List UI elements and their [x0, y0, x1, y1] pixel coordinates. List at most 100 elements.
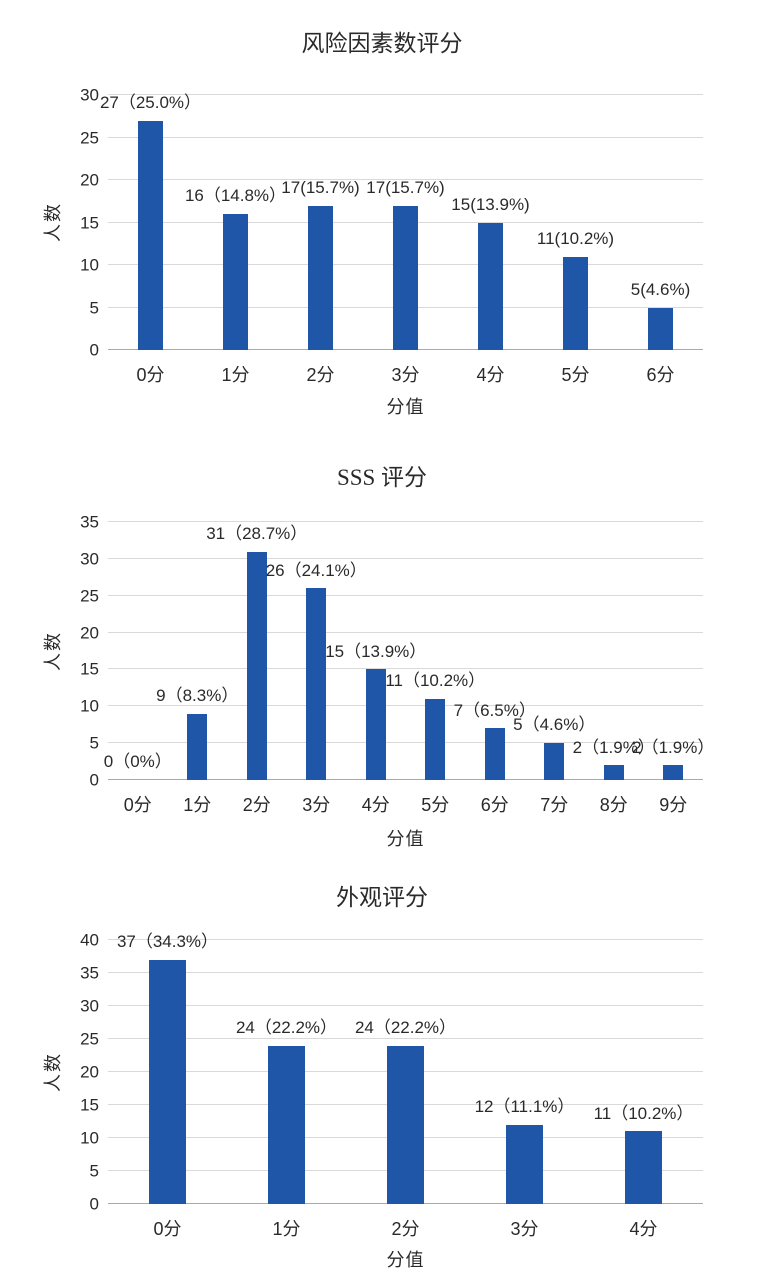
x-tick-label: 2分 [242, 795, 271, 815]
x-tick-label: 5分 [421, 795, 450, 815]
gridline [108, 1038, 703, 1039]
risk-factor-score-chart: 风险因素数评分 人数 0 5 10 15 20 25 30 27（25.0%） 0分 16（14.… [0, 0, 764, 430]
x-axis-line [108, 779, 703, 780]
data-label: 17(15.7%) [366, 177, 445, 197]
y-tick-label: 30 [80, 85, 99, 105]
bar-2分 [308, 205, 333, 350]
y-tick-label: 0 [89, 770, 99, 790]
y-tick-label: 5 [89, 1161, 99, 1181]
y-tick-label: 25 [80, 1029, 99, 1049]
bar-1分 [268, 1045, 305, 1204]
x-tick-label: 4分 [361, 795, 390, 815]
bar-5分 [425, 698, 446, 780]
chart-title: SSS 评分 [336, 465, 428, 490]
gridline [108, 972, 703, 973]
y-tick-label: 10 [80, 255, 99, 275]
bar-4分 [478, 222, 503, 350]
bar-2分 [246, 551, 267, 780]
bar-9分 [663, 765, 684, 780]
y-tick-label: 20 [80, 1062, 99, 1082]
data-label: 12（11.1%） [474, 1097, 575, 1117]
data-label: 26（24.1%） [265, 560, 367, 580]
y-tick-label: 25 [80, 128, 99, 147]
x-tick-label: 4分 [629, 1219, 658, 1239]
plot-area: 0 5 10 15 20 25 30 27（25.0%） 0分 16（14.8%） 1分 17(15.… [80, 87, 703, 385]
bar-2分 [387, 1045, 424, 1204]
gridline [108, 668, 703, 670]
y-tick-label: 25 [80, 586, 99, 606]
x-tick-label: 1分 [272, 1219, 301, 1239]
y-tick-label: 30 [80, 549, 99, 569]
x-tick-label: 6分 [480, 795, 509, 815]
x-tick-label: 7分 [540, 795, 569, 815]
gridline [108, 631, 703, 633]
bar-4分 [625, 1131, 662, 1204]
data-label: 0（0%） [103, 752, 172, 772]
bar-1分 [223, 214, 248, 350]
y-axis-title: 人数 [43, 1052, 63, 1092]
plot-area: 0 5 10 15 20 25 30 35 0（0%） 0分 9（8.3%） 1分 31（28.7%） 2… [80, 514, 714, 816]
data-label: 11（10.2%） [593, 1103, 694, 1123]
y-tick-label: 15 [80, 659, 99, 679]
data-label: 11(10.2%) [536, 228, 615, 248]
bar-8分 [603, 765, 624, 780]
bar-6分 [484, 728, 505, 780]
data-label: 15(13.9%) [451, 194, 530, 214]
data-label: 24（22.2%） [354, 1017, 457, 1037]
x-tick-label: 1分 [183, 795, 212, 815]
bar-0分 [138, 120, 163, 350]
bar-1分 [187, 713, 208, 780]
data-label: 7（6.5%） [453, 700, 536, 720]
data-label: 5(4.6%) [630, 279, 691, 299]
gridline [108, 705, 703, 707]
x-tick-label: 5分 [561, 365, 590, 385]
data-label: 16（14.8%） [184, 186, 287, 206]
x-axis-title: 分值 [386, 829, 425, 849]
y-tick-label: 10 [80, 1128, 99, 1148]
bar-6分 [648, 307, 673, 350]
x-tick-label: 8分 [599, 795, 628, 815]
data-label: 17(15.7%) [281, 177, 360, 197]
x-tick-label: 1分 [221, 365, 250, 385]
x-tick-label: 0分 [123, 795, 152, 815]
data-label: 27（25.0%） [99, 92, 202, 112]
y-tick-label: 20 [80, 170, 99, 190]
plot-area: 0 5 10 15 20 25 30 35 40 37（34.3%） 0分 24（22.2%） 1分 24… [80, 932, 703, 1239]
y-tick-label: 35 [80, 512, 99, 532]
x-tick-label: 3分 [510, 1219, 539, 1239]
data-label: 9（8.3%） [156, 685, 239, 705]
y-axis-title: 人数 [43, 202, 63, 242]
gridline [108, 939, 703, 940]
y-tick-label: 40 [80, 930, 99, 950]
x-axis-title: 分值 [386, 1250, 425, 1270]
gridline [108, 557, 703, 559]
chart-title: 外观评分 [336, 885, 428, 910]
y-tick-label: 15 [80, 213, 99, 232]
y-tick-label: 20 [80, 623, 99, 643]
y-tick-label: 30 [80, 996, 99, 1016]
x-axis-title: 分值 [386, 397, 425, 417]
x-tick-label: 0分 [153, 1219, 182, 1239]
x-tick-label: 2分 [306, 365, 335, 385]
bar-3分 [506, 1124, 543, 1204]
x-tick-label: 4分 [476, 365, 505, 385]
data-label: 31（28.7%） [206, 523, 308, 543]
y-tick-label: 5 [89, 298, 99, 317]
gridline [108, 742, 703, 744]
x-tick-label: 3分 [302, 795, 331, 815]
x-tick-label: 2分 [391, 1219, 420, 1239]
x-tick-label: 9分 [659, 795, 688, 815]
data-label: 37（34.3%） [116, 932, 219, 952]
gridline [108, 136, 703, 138]
gridline [108, 594, 703, 596]
data-label: 2（1.9%） [632, 737, 715, 757]
data-label: 15（13.9%） [325, 641, 427, 661]
bar-4分 [365, 669, 386, 780]
data-label: 2（1.9%） [572, 737, 655, 757]
sss-score-chart: SSS 评分 人数 0 5 10 15 20 25 30 35 0（0%） 0分 9（8.3%） 1分… [0, 430, 764, 858]
x-tick-label: 0分 [136, 365, 165, 385]
x-tick-label: 3分 [391, 365, 420, 385]
y-axis-title: 人数 [43, 631, 63, 671]
y-tick-label: 5 [89, 733, 99, 753]
appearance-score-chart: 外观评分 人数 0 5 10 15 20 25 30 35 40 37（34.3%） 0分 24（22… [0, 858, 764, 1285]
